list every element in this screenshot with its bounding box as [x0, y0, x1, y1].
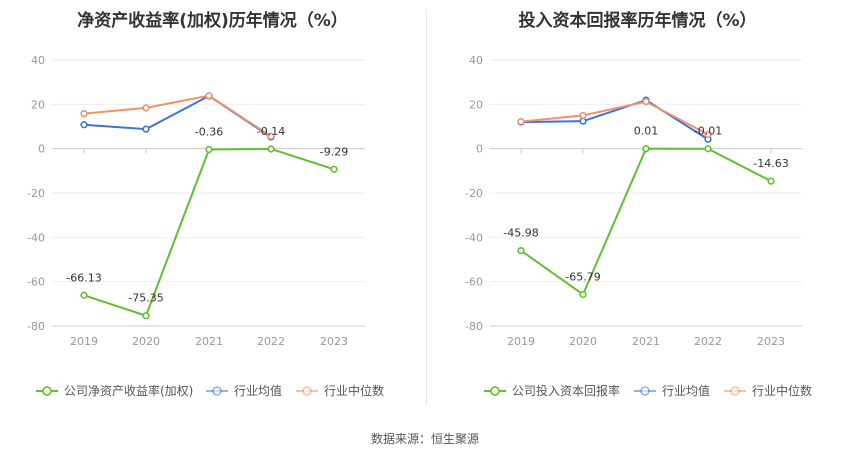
data-point: [330, 165, 338, 173]
roe-line-chart: 40 20 0 -20 -40 -60 -80 2019 2020 2021 2022 2023 -66…: [27, 54, 384, 398]
series-line-0: [83, 147, 335, 317]
data-label: -0.01: [694, 125, 722, 138]
y-tick-label: -60: [465, 276, 483, 289]
data-point: [642, 98, 650, 106]
y-tick-label: -20: [465, 187, 483, 200]
x-tick-label: 2022: [694, 335, 722, 348]
legend-swatch-marker: [42, 386, 52, 396]
legend-swatch-marker: [302, 386, 312, 396]
legend-swatch-marker: [490, 386, 500, 396]
data-point: [517, 118, 525, 126]
data-label: -65.79: [565, 271, 600, 284]
data-label: -14.63: [753, 157, 788, 170]
x-tick-label: 2020: [569, 335, 597, 348]
x-tick-label: 2023: [320, 335, 348, 348]
legend-swatch-marker: [212, 386, 222, 396]
data-point: [517, 246, 525, 255]
y-tick-label: -80: [27, 320, 45, 333]
chart-title: 净资产收益率(加权)历年情况（%）: [77, 11, 348, 31]
data-point: [205, 145, 213, 154]
data-source-note: 数据来源：恒生聚源: [370, 432, 479, 446]
data-point: [767, 177, 775, 185]
x-tick-label: 2023: [757, 335, 785, 348]
data-point: [80, 291, 88, 299]
x-tick-label: 2020: [132, 335, 160, 348]
data-point: [142, 104, 150, 112]
data-label: -75.35: [128, 292, 163, 305]
data-point: [704, 145, 712, 153]
data-point: [267, 145, 275, 153]
data-point: [80, 121, 88, 129]
data-point: [142, 125, 150, 133]
x-tick-label: 2022: [257, 335, 285, 348]
data-point: [267, 132, 275, 140]
legend-label: 行业中位数: [324, 383, 384, 398]
legend-label: 公司净资产收益率(加权): [64, 383, 193, 398]
roe-chart-panel: 净资产收益率(加权)历年情况（%） 40 20 0 -20 -40 -60 -80 2019 2…: [0, 0, 425, 410]
legend-label: 行业均值: [662, 383, 710, 398]
data-label: 0.01: [634, 125, 659, 138]
data-point: [642, 145, 650, 153]
y-tick-label: 0: [38, 143, 45, 156]
y-tick-label: -40: [27, 231, 45, 244]
data-point: [579, 290, 587, 299]
data-label: -9.29: [320, 145, 348, 158]
data-point: [142, 312, 150, 320]
y-tick-label: 20: [469, 98, 483, 111]
x-tick-label: 2021: [195, 335, 223, 348]
y-tick-label: 40: [469, 54, 483, 67]
panel-divider: [426, 10, 427, 405]
series-line-0: [520, 147, 772, 297]
y-tick-label: 40: [31, 54, 45, 67]
roic-chart-panel: 投入资本回报率历年情况（%） 40 20 0 -20 -40 -60 -80 2019 2020…: [425, 0, 850, 410]
data-label: -66.13: [66, 271, 101, 284]
roic-line-chart: 40 20 0 -20 -40 -60 -80 2019 2020 2021 2022 2023 -45…: [465, 54, 812, 398]
series-line-2: [520, 100, 709, 136]
x-tick-label: 2019: [70, 335, 98, 348]
x-tick-label: 2021: [632, 335, 660, 348]
data-point: [579, 117, 587, 125]
data-label: -0.36: [195, 125, 223, 138]
data-label: -45.98: [503, 227, 538, 240]
y-tick-label: -20: [27, 187, 45, 200]
data-point: [579, 111, 587, 120]
y-tick-label: -40: [465, 231, 483, 244]
data-point: [80, 110, 88, 118]
data-point: [205, 92, 213, 100]
chart-title: 投入资本回报率历年情况（%）: [518, 11, 757, 31]
legend-swatch-marker: [730, 386, 740, 396]
legend-label: 行业中位数: [752, 383, 812, 398]
y-tick-label: 20: [31, 98, 45, 111]
series-line-1: [520, 99, 709, 141]
series-line-2: [83, 94, 272, 138]
data-label: -0.14: [257, 125, 285, 138]
legend-label: 行业均值: [234, 383, 282, 398]
data-point: [704, 130, 712, 139]
y-tick-label: -80: [465, 320, 483, 333]
legend-label: 公司投入资本回报率: [512, 383, 620, 398]
y-tick-label: -60: [27, 276, 45, 289]
x-tick-label: 2019: [507, 335, 535, 348]
legend-swatch-marker: [640, 386, 650, 396]
y-tick-label: 0: [476, 143, 483, 156]
